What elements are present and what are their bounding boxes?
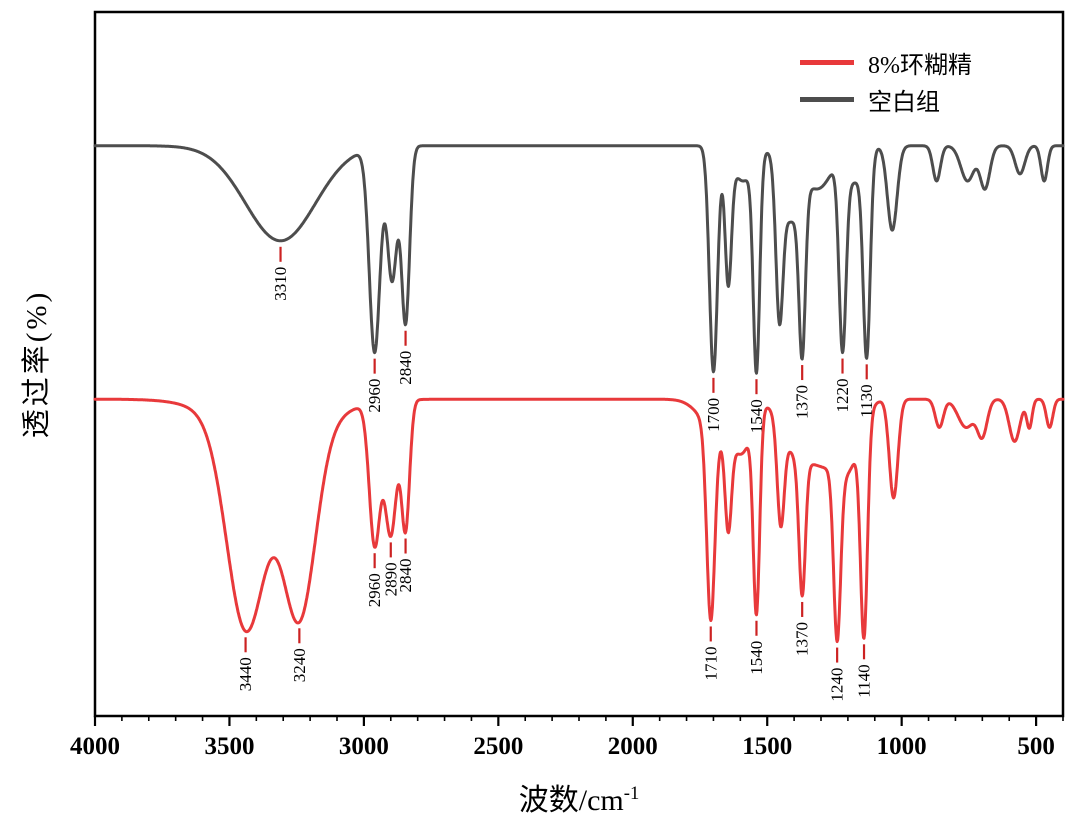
x-tick-label: 3000 <box>339 733 389 760</box>
peak-label: 1240 <box>828 668 847 702</box>
spectrum-curve-1 <box>93 397 1065 644</box>
peak-label: 3440 <box>236 657 255 691</box>
peak-label: 1130 <box>857 384 876 417</box>
peak-label: 1540 <box>747 399 766 433</box>
peak-label: 1540 <box>747 641 766 675</box>
peak-label: 2840 <box>396 559 415 593</box>
peak-label: 1220 <box>833 379 852 413</box>
x-tick-label: 1500 <box>742 733 792 760</box>
x-axis-title-superscript: -1 <box>623 783 640 804</box>
legend-label-cyclodextrin: 8%环糊精 <box>868 53 972 79</box>
legend-item-blank: 空白组 <box>800 81 972 118</box>
x-tick-label: 3500 <box>204 733 254 760</box>
y-axis-title: 透过率(%) <box>21 289 53 439</box>
x-tick-label: 500 <box>1017 733 1055 760</box>
legend: 8%环糊精 空白组 <box>800 44 972 118</box>
peak-label: 3310 <box>271 267 290 301</box>
legend-label-blank: 空白组 <box>868 90 940 116</box>
legend-line-gray-icon <box>800 97 854 102</box>
peak-label: 1140 <box>855 664 874 697</box>
peak-label: 2840 <box>396 351 415 385</box>
x-axis-title: 波数/cm-1 <box>519 775 640 819</box>
x-axis-title-text: 波数/cm <box>518 784 624 817</box>
spectrum-curve-0 <box>93 144 1065 375</box>
peak-label: 1700 <box>704 398 723 432</box>
x-tick-label: 2500 <box>473 733 523 760</box>
x-tick-label: 2000 <box>608 733 658 760</box>
x-tick-label: 1000 <box>877 733 927 760</box>
peak-label: 1370 <box>793 385 812 419</box>
legend-line-red-icon <box>800 60 854 65</box>
peak-label: 2960 <box>365 573 384 607</box>
peak-label: 1710 <box>701 646 720 680</box>
peak-label: 1370 <box>793 622 812 656</box>
peak-label: 2890 <box>381 562 400 596</box>
peak-label: 2960 <box>365 379 384 413</box>
legend-item-cyclodextrin: 8%环糊精 <box>800 44 972 81</box>
peak-label: 3240 <box>290 648 309 682</box>
x-tick-label: 4000 <box>70 733 120 760</box>
